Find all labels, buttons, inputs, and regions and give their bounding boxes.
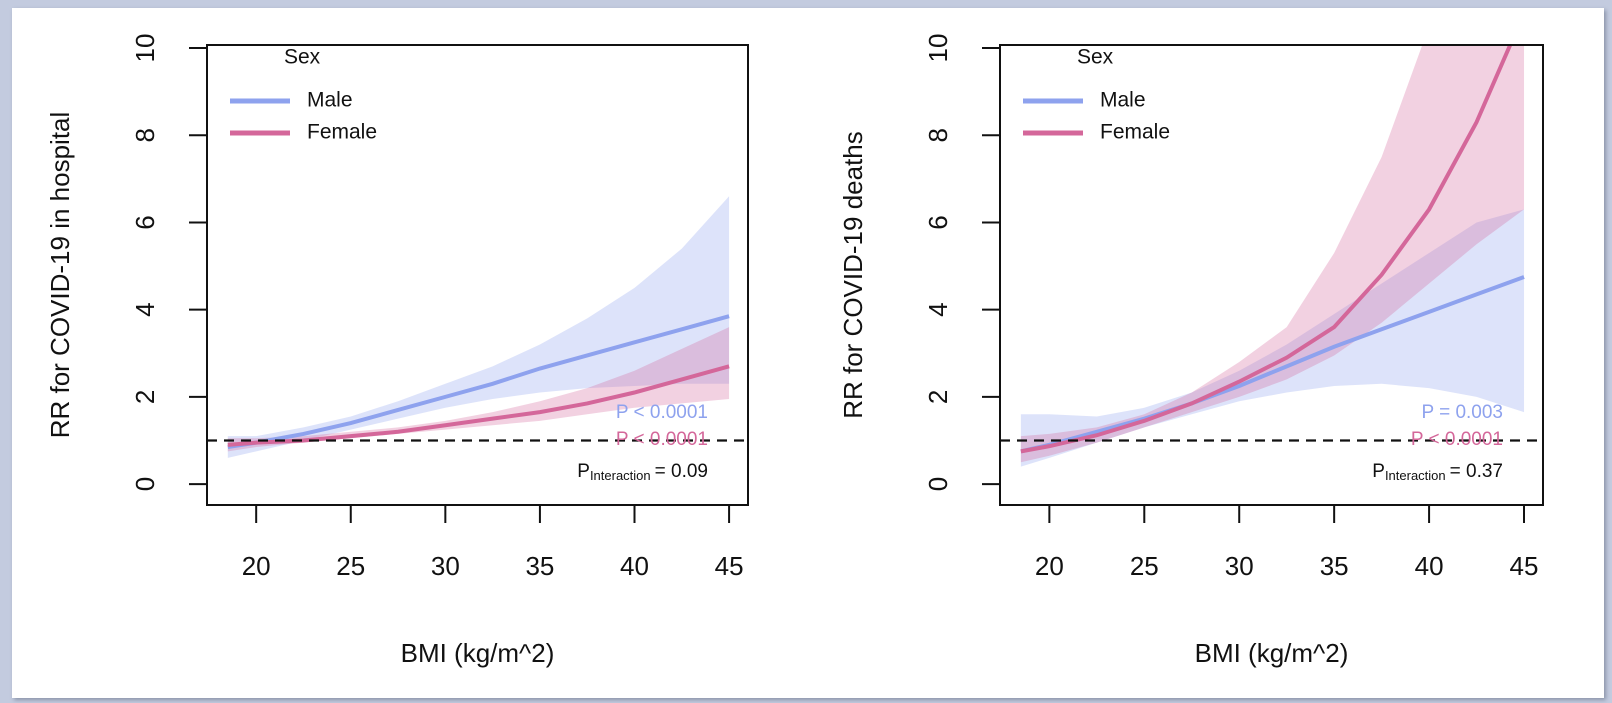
legend-title: Sex	[1077, 46, 1114, 69]
x-tick-label: 45	[715, 551, 744, 581]
x-tick-label: 20	[242, 551, 271, 581]
x-tick-label: 45	[1510, 551, 1539, 581]
interaction-label: PInteraction = 0.09	[577, 461, 708, 483]
series-line	[1020, 275, 1525, 454]
y-tick-label: 2	[923, 390, 953, 404]
y-axis-label: RR for COVID-19 in hospital	[45, 112, 75, 439]
x-tick-label: 25	[336, 551, 365, 581]
series-line	[227, 314, 730, 449]
series-line	[1020, 45, 1513, 454]
interaction-p: P	[577, 461, 590, 482]
interaction-p: P	[1372, 461, 1385, 482]
legend-label: Female	[1100, 121, 1170, 144]
y-tick-label: 6	[923, 215, 953, 229]
y-tick-label: 10	[130, 34, 160, 63]
x-tick-label: 35	[1320, 551, 1349, 581]
legend-label: Male	[307, 89, 353, 112]
p-value: P < 0.0001	[1411, 429, 1503, 450]
y-tick-label: 8	[923, 128, 953, 142]
x-tick-label: 20	[1035, 551, 1064, 581]
x-tick-label: 40	[620, 551, 649, 581]
interaction-sub: Interaction	[1385, 468, 1446, 483]
plot-box	[206, 44, 749, 506]
confidence-band	[1020, 45, 1525, 463]
y-tick-label: 0	[923, 477, 953, 491]
frame	[12, 8, 1604, 698]
interaction-value: = 0.09	[655, 461, 708, 482]
y-tick-label: 4	[130, 302, 160, 316]
legend-title: Sex	[284, 46, 321, 69]
x-tick-label: 25	[1130, 551, 1159, 581]
confidence-band	[1020, 209, 1525, 467]
confidence-band	[227, 196, 730, 458]
y-tick-label: 0	[130, 477, 160, 491]
p-value: P < 0.0001	[616, 429, 708, 450]
y-tick-label: 6	[130, 215, 160, 229]
interaction-value: = 0.37	[1450, 461, 1503, 482]
plot-area	[1020, 45, 1525, 467]
y-tick-label: 4	[923, 302, 953, 316]
x-axis-label: BMI (kg/m^2)	[401, 638, 555, 668]
x-tick-label: 35	[525, 551, 554, 581]
y-tick-label: 2	[130, 390, 160, 404]
plot-box	[999, 44, 1544, 506]
y-tick-label: 10	[923, 34, 953, 63]
x-axis-label: BMI (kg/m^2)	[1195, 638, 1349, 668]
p-value: P = 0.003	[1421, 402, 1503, 423]
x-tick-label: 30	[431, 551, 460, 581]
y-tick-label: 8	[130, 128, 160, 142]
interaction-sub: Interaction	[590, 468, 651, 483]
y-axis-label: RR for COVID-19 deaths	[838, 131, 868, 419]
x-tick-label: 30	[1225, 551, 1254, 581]
x-tick-label: 40	[1415, 551, 1444, 581]
p-value: P < 0.0001	[616, 402, 708, 423]
legend-label: Female	[307, 121, 377, 144]
interaction-label: PInteraction = 0.37	[1372, 461, 1503, 483]
legend-label: Male	[1100, 89, 1146, 112]
